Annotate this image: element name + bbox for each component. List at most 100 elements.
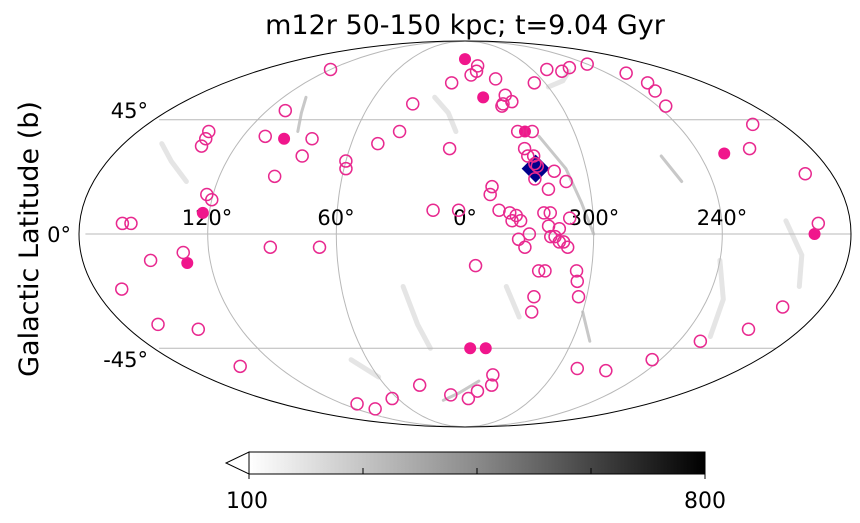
open-satellite-point [339, 161, 353, 176]
open-satellite-point [560, 240, 575, 254]
open-satellite-point [619, 66, 633, 80]
open-satellite-point [569, 264, 584, 278]
open-satellite-point [191, 322, 206, 336]
filled-satellite-point [479, 342, 492, 355]
open-satellite-point [371, 136, 385, 151]
open-satellite-point [524, 305, 539, 319]
density-streak [400, 284, 433, 351]
open-satellite-point [517, 141, 532, 156]
open-satellite-point [312, 240, 327, 254]
filled-satellite-point [808, 228, 821, 240]
density-streak [581, 310, 592, 343]
open-satellite-point [323, 62, 338, 77]
lon-tick-label: 300° [569, 206, 620, 230]
open-satellite-point [693, 334, 708, 348]
open-satellite-point [495, 99, 509, 113]
open-satellite-point [547, 164, 561, 178]
open-satellite-point [528, 172, 542, 186]
open-satellite-point [658, 99, 673, 113]
open-satellite-point [444, 388, 458, 402]
filled-satellite-point [196, 206, 209, 219]
density-streaks [159, 68, 805, 402]
open-satellite-point [205, 192, 219, 207]
open-satellite-point [492, 203, 506, 217]
open-satellite-point [798, 167, 812, 181]
open-satellite-point [484, 378, 499, 392]
open-satellite-point [552, 221, 567, 236]
open-satellite-point [470, 59, 485, 73]
open-satellite-point [522, 227, 537, 241]
density-streak [441, 379, 481, 402]
latitude-tick-labels: 45° 0° -45° [47, 99, 148, 372]
chart-title: m12r 50-150 kpc; t=9.04 Gyr [265, 10, 666, 41]
open-satellite-point [811, 216, 826, 231]
open-satellite-point [562, 211, 577, 225]
graticule [85, 41, 851, 427]
map-area: 120° 60° 0° 300° 240° 45° 0° -45° [47, 40, 852, 428]
lon-tick-label: 0° [453, 206, 477, 230]
open-satellite-point [528, 156, 542, 171]
open-satellite-point [258, 129, 272, 144]
density-streak [659, 154, 684, 183]
open-satellite-point [470, 384, 485, 398]
open-satellite-point [426, 203, 440, 217]
open-satellite-point [461, 391, 476, 406]
open-satellite-point [176, 245, 190, 260]
open-satellite-point [570, 274, 585, 289]
open-satellite-point [305, 132, 319, 146]
density-streak [503, 284, 522, 320]
lat-tick-label: 45° [111, 99, 148, 123]
open-satellite-point [115, 216, 130, 231]
open-satellite-point [640, 76, 655, 90]
filled-satellite-point [464, 342, 477, 355]
filled-satellite-point [718, 147, 731, 160]
open-satellite-point [510, 124, 525, 139]
open-satellite-point [143, 253, 158, 268]
open-satellite-point [468, 258, 483, 273]
open-satellite-point [525, 124, 539, 139]
density-streak [537, 134, 596, 236]
open-satellite-point [202, 124, 216, 139]
open-satellite-point [412, 378, 427, 392]
open-satellite-point [267, 169, 282, 184]
colorbar-min-label: 100 [226, 489, 268, 514]
open-satellite-point [451, 203, 466, 217]
lon-tick-label: 60° [317, 206, 354, 230]
open-satellite-point [124, 216, 138, 231]
open-satellite-point [444, 76, 459, 90]
filled-satellite-point [181, 257, 194, 270]
open-satellite-point [741, 322, 756, 336]
open-satellite-point [295, 149, 309, 163]
open-satellite-point [648, 84, 662, 98]
open-satellite-point [442, 141, 457, 156]
open-satellite-point [521, 149, 535, 163]
filled-satellite-point [459, 53, 471, 66]
density-streak [432, 94, 459, 134]
satellite-points [115, 53, 826, 416]
open-satellite-point [486, 368, 500, 382]
open-satellite-point [775, 300, 790, 314]
open-satellite-point [530, 159, 545, 173]
open-satellite-point [151, 317, 165, 332]
density-streak [783, 218, 805, 289]
open-satellite-point [540, 62, 554, 77]
map-frame [78, 40, 852, 428]
open-satellite-point [483, 187, 497, 202]
filled-satellite-point [477, 91, 490, 104]
density-streak [296, 95, 308, 133]
open-satellite-point [599, 363, 613, 378]
open-satellite-point [405, 97, 420, 111]
open-satellite-point [392, 124, 407, 139]
filled-satellite-point [278, 132, 291, 145]
lat-tick-label: 0° [47, 223, 71, 247]
open-satellite-point [385, 391, 399, 406]
open-satellite-point [350, 397, 364, 411]
open-satellite-point [339, 154, 353, 168]
open-satellite-point [537, 206, 551, 220]
open-satellite-point [555, 64, 569, 79]
lon-tick-label: 240° [697, 206, 748, 230]
open-satellite-point [485, 179, 499, 194]
open-satellite-point [562, 60, 577, 75]
open-satellite-point [278, 103, 293, 118]
